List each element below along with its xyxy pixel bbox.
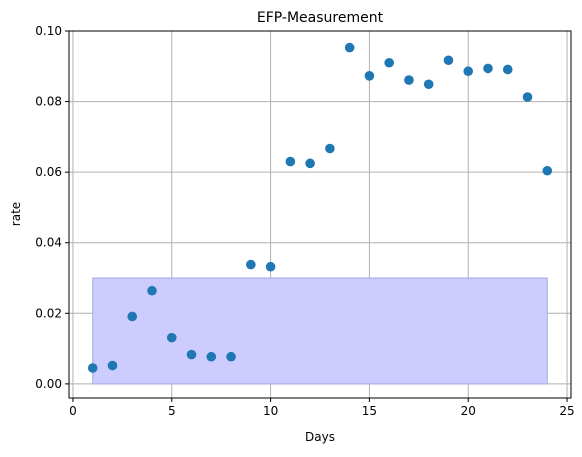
data-points [87,42,553,373]
data-point [364,71,375,81]
data-point [384,57,394,68]
data-point [226,351,236,362]
x-tick-label: 0 [69,404,77,418]
data-point [463,66,474,77]
y-tick-label: 0.06 [35,165,62,179]
data-point [166,332,177,343]
data-point [404,75,414,85]
x-tick-label: 25 [559,404,574,418]
y-tick-label: 0.08 [35,95,62,109]
data-point [325,143,335,154]
x-tick-label: 5 [168,404,176,418]
chart-title: EFP-Measurement [257,10,384,26]
band-layer [92,277,548,385]
x-tick-label: 20 [461,404,476,418]
data-point [344,42,355,53]
x-axis-label: Days [305,430,335,444]
highlight-band [92,277,548,385]
data-point [483,63,493,74]
x-axis-ticks: 0 5 10 15 20 25 [69,398,575,418]
data-point [127,311,138,322]
data-point [522,92,533,102]
data-point [542,165,553,176]
y-axis-label: rate [9,202,23,226]
x-tick-label: 10 [263,404,278,418]
data-point [502,64,513,75]
y-axis-ticks: 0.00 0.02 0.04 0.06 0.08 0.10 [35,24,69,391]
x-tick-label: 15 [362,404,377,418]
data-point [147,285,157,296]
data-point [246,259,256,270]
data-point [443,55,454,66]
data-point [87,363,98,373]
y-tick-label: 0.04 [35,236,62,250]
data-point [305,158,315,169]
plot-frame [68,30,572,399]
data-point [285,156,296,167]
data-point [107,360,118,371]
data-point [265,261,276,272]
data-point [186,349,197,360]
y-tick-label: 0.00 [35,377,62,391]
y-tick-label: 0.02 [35,306,62,320]
y-tick-label: 0.10 [35,24,62,38]
data-point [206,351,217,362]
data-point [423,79,434,90]
